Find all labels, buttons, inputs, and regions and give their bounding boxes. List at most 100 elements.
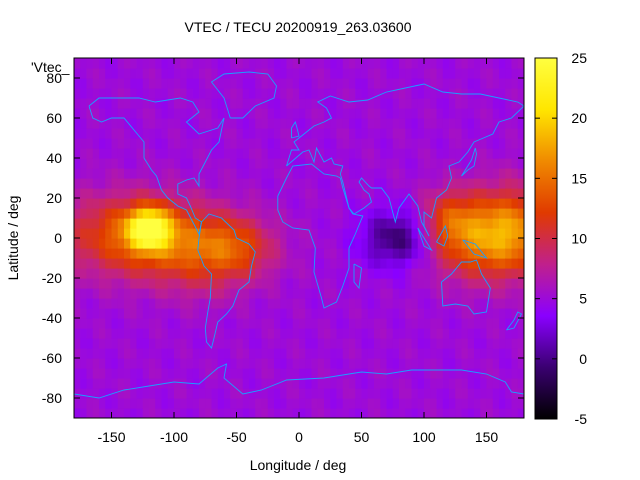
heatmap-cell <box>442 228 450 239</box>
heatmap-cell <box>161 108 169 119</box>
heatmap-cell <box>117 128 125 139</box>
heatmap-cell <box>367 108 375 119</box>
heatmap-cell <box>167 238 175 249</box>
heatmap-cell <box>180 228 188 239</box>
heatmap-cell <box>361 388 369 399</box>
heatmap-cell <box>274 238 281 249</box>
heatmap-cell <box>499 288 506 299</box>
heatmap-cell <box>411 358 419 369</box>
heatmap-cell <box>511 178 519 189</box>
heatmap-cell <box>474 128 481 139</box>
heatmap-cell <box>286 178 294 189</box>
heatmap-cell <box>149 168 156 179</box>
heatmap-cell <box>192 128 200 139</box>
heatmap-cell <box>292 68 300 79</box>
heatmap-cell <box>361 88 369 99</box>
heatmap-cell <box>455 298 463 309</box>
heatmap-cell <box>242 378 250 389</box>
heatmap-cell <box>499 118 506 129</box>
key-label: 'Vtec_ <box>31 59 70 75</box>
heatmap-cell <box>492 208 500 219</box>
heatmap-cell <box>255 338 263 349</box>
heatmap-cell <box>386 78 394 89</box>
heatmap-cell <box>424 188 431 199</box>
heatmap-cell <box>499 388 506 399</box>
heatmap-cell <box>330 348 338 359</box>
heatmap-cell <box>117 178 125 189</box>
heatmap-cell <box>80 88 88 99</box>
heatmap-cell <box>136 278 144 289</box>
heatmap-cell <box>92 88 100 99</box>
heatmap-cell <box>349 148 356 159</box>
heatmap-cell <box>424 368 431 379</box>
heatmap-cell <box>261 248 269 259</box>
heatmap-cell <box>317 368 325 379</box>
heatmap-cell <box>117 218 125 229</box>
heatmap-cell <box>374 238 381 249</box>
heatmap-cell <box>486 188 494 199</box>
heatmap-cell <box>230 248 238 259</box>
heatmap-cell <box>80 268 88 279</box>
heatmap-cell <box>474 368 481 379</box>
heatmap-cell <box>480 258 488 269</box>
heatmap-cell <box>361 198 369 209</box>
heatmap-cell <box>99 248 106 259</box>
heatmap-cell <box>449 118 456 129</box>
heatmap-cell <box>505 378 513 389</box>
heatmap-cell <box>117 268 125 279</box>
heatmap-cell <box>374 378 381 389</box>
heatmap-cell <box>180 238 188 249</box>
heatmap-cell <box>349 78 356 89</box>
heatmap-cell <box>199 228 206 239</box>
heatmap-cell <box>361 78 369 89</box>
heatmap-cell <box>286 248 294 259</box>
heatmap-cell <box>117 278 125 289</box>
heatmap-cell <box>499 58 506 69</box>
heatmap-cell <box>317 108 325 119</box>
heatmap-cell <box>374 288 381 299</box>
heatmap-cell <box>136 228 144 239</box>
heatmap-cell <box>292 78 300 89</box>
heatmap-cell <box>186 88 194 99</box>
heatmap-cell <box>167 338 175 349</box>
heatmap-cell <box>386 268 394 279</box>
heatmap-cell <box>92 158 100 169</box>
heatmap-cell <box>174 248 181 259</box>
heatmap-cell <box>186 348 194 359</box>
heatmap-cell <box>430 308 438 319</box>
heatmap-cell <box>424 158 431 169</box>
heatmap-cell <box>111 248 119 259</box>
heatmap-cell <box>336 238 344 249</box>
heatmap-cell <box>349 178 356 189</box>
heatmap-cell <box>211 228 219 239</box>
heatmap-cell <box>324 138 331 149</box>
heatmap-cell <box>74 68 81 79</box>
heatmap-cell <box>442 168 450 179</box>
heatmap-cell <box>130 118 138 129</box>
heatmap-cell <box>80 58 88 69</box>
heatmap-cell <box>299 398 306 409</box>
heatmap-cell <box>180 58 188 69</box>
heatmap-cell <box>474 228 481 239</box>
heatmap-cell <box>224 58 231 69</box>
heatmap-cell <box>367 348 375 359</box>
heatmap-cell <box>124 148 131 159</box>
x-tick-label: -150 <box>97 429 125 445</box>
heatmap-cell <box>355 148 363 159</box>
heatmap-cell <box>336 388 344 399</box>
heatmap-cell <box>249 88 256 99</box>
heatmap-cell <box>436 148 444 159</box>
heatmap-cell <box>174 158 181 169</box>
heatmap-cell <box>142 178 150 189</box>
heatmap-cell <box>436 298 444 309</box>
heatmap-cell <box>124 268 131 279</box>
heatmap-cell <box>342 378 350 389</box>
heatmap-cell <box>455 408 463 418</box>
heatmap-cell <box>211 298 219 309</box>
heatmap-cell <box>167 198 175 209</box>
heatmap-cell <box>455 358 463 369</box>
heatmap-cell <box>130 298 138 309</box>
heatmap-cell <box>330 388 338 399</box>
heatmap-cell <box>130 178 138 189</box>
heatmap-cell <box>380 368 388 379</box>
